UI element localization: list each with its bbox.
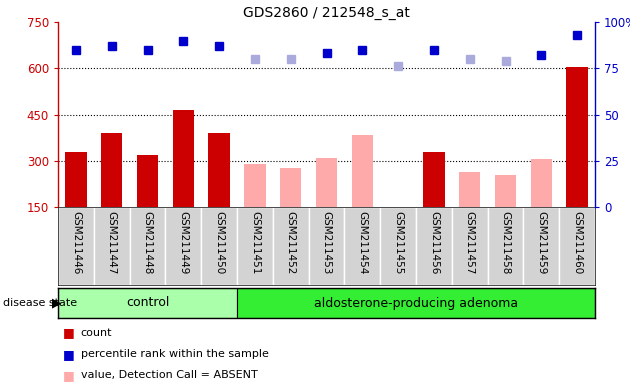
Bar: [65, 152, 87, 207]
Text: GSM211450: GSM211450: [214, 211, 224, 274]
Bar: [459, 172, 481, 207]
Bar: [94, 207, 130, 285]
Text: ■: ■: [63, 369, 75, 382]
Bar: [237, 288, 595, 318]
Text: ■: ■: [63, 326, 75, 339]
Text: GSM211451: GSM211451: [250, 211, 260, 274]
Text: GSM211456: GSM211456: [429, 211, 439, 274]
Text: percentile rank within the sample: percentile rank within the sample: [81, 349, 268, 359]
Bar: [530, 159, 552, 207]
Bar: [423, 152, 445, 207]
Text: GSM211446: GSM211446: [71, 211, 81, 274]
Text: control: control: [126, 296, 169, 310]
Text: count: count: [81, 328, 112, 338]
Text: ▶: ▶: [52, 296, 61, 310]
Text: GSM211459: GSM211459: [536, 211, 546, 274]
Text: GSM211448: GSM211448: [142, 211, 152, 274]
Bar: [130, 207, 166, 285]
Bar: [416, 207, 452, 285]
Bar: [237, 207, 273, 285]
Bar: [101, 133, 122, 207]
Bar: [488, 207, 524, 285]
Text: GSM211447: GSM211447: [106, 211, 117, 274]
Bar: [309, 207, 345, 285]
Title: GDS2860 / 212548_s_at: GDS2860 / 212548_s_at: [243, 6, 410, 20]
Bar: [352, 134, 373, 207]
Text: GSM211452: GSM211452: [285, 211, 295, 274]
Bar: [244, 164, 266, 207]
Text: GSM211454: GSM211454: [357, 211, 367, 274]
Text: GSM211457: GSM211457: [465, 211, 474, 274]
Bar: [166, 207, 201, 285]
Bar: [387, 207, 409, 222]
Bar: [495, 175, 516, 207]
Bar: [280, 169, 301, 207]
Bar: [524, 207, 559, 285]
Bar: [58, 288, 237, 318]
Bar: [452, 207, 488, 285]
Bar: [566, 67, 588, 207]
Text: aldosterone-producing adenoma: aldosterone-producing adenoma: [314, 296, 518, 310]
Bar: [173, 110, 194, 207]
Bar: [137, 155, 158, 207]
Text: GSM211453: GSM211453: [321, 211, 331, 274]
Text: ■: ■: [63, 348, 75, 361]
Bar: [345, 207, 380, 285]
Bar: [209, 133, 230, 207]
Text: GSM211460: GSM211460: [572, 211, 582, 274]
Bar: [380, 207, 416, 285]
Bar: [58, 207, 94, 285]
Text: GSM211458: GSM211458: [500, 211, 510, 274]
Bar: [316, 158, 337, 207]
Bar: [201, 207, 237, 285]
Text: value, Detection Call = ABSENT: value, Detection Call = ABSENT: [81, 370, 258, 380]
Text: disease state: disease state: [3, 298, 77, 308]
Text: GSM211455: GSM211455: [393, 211, 403, 274]
Text: GSM211449: GSM211449: [178, 211, 188, 274]
Bar: [273, 207, 309, 285]
Bar: [559, 207, 595, 285]
